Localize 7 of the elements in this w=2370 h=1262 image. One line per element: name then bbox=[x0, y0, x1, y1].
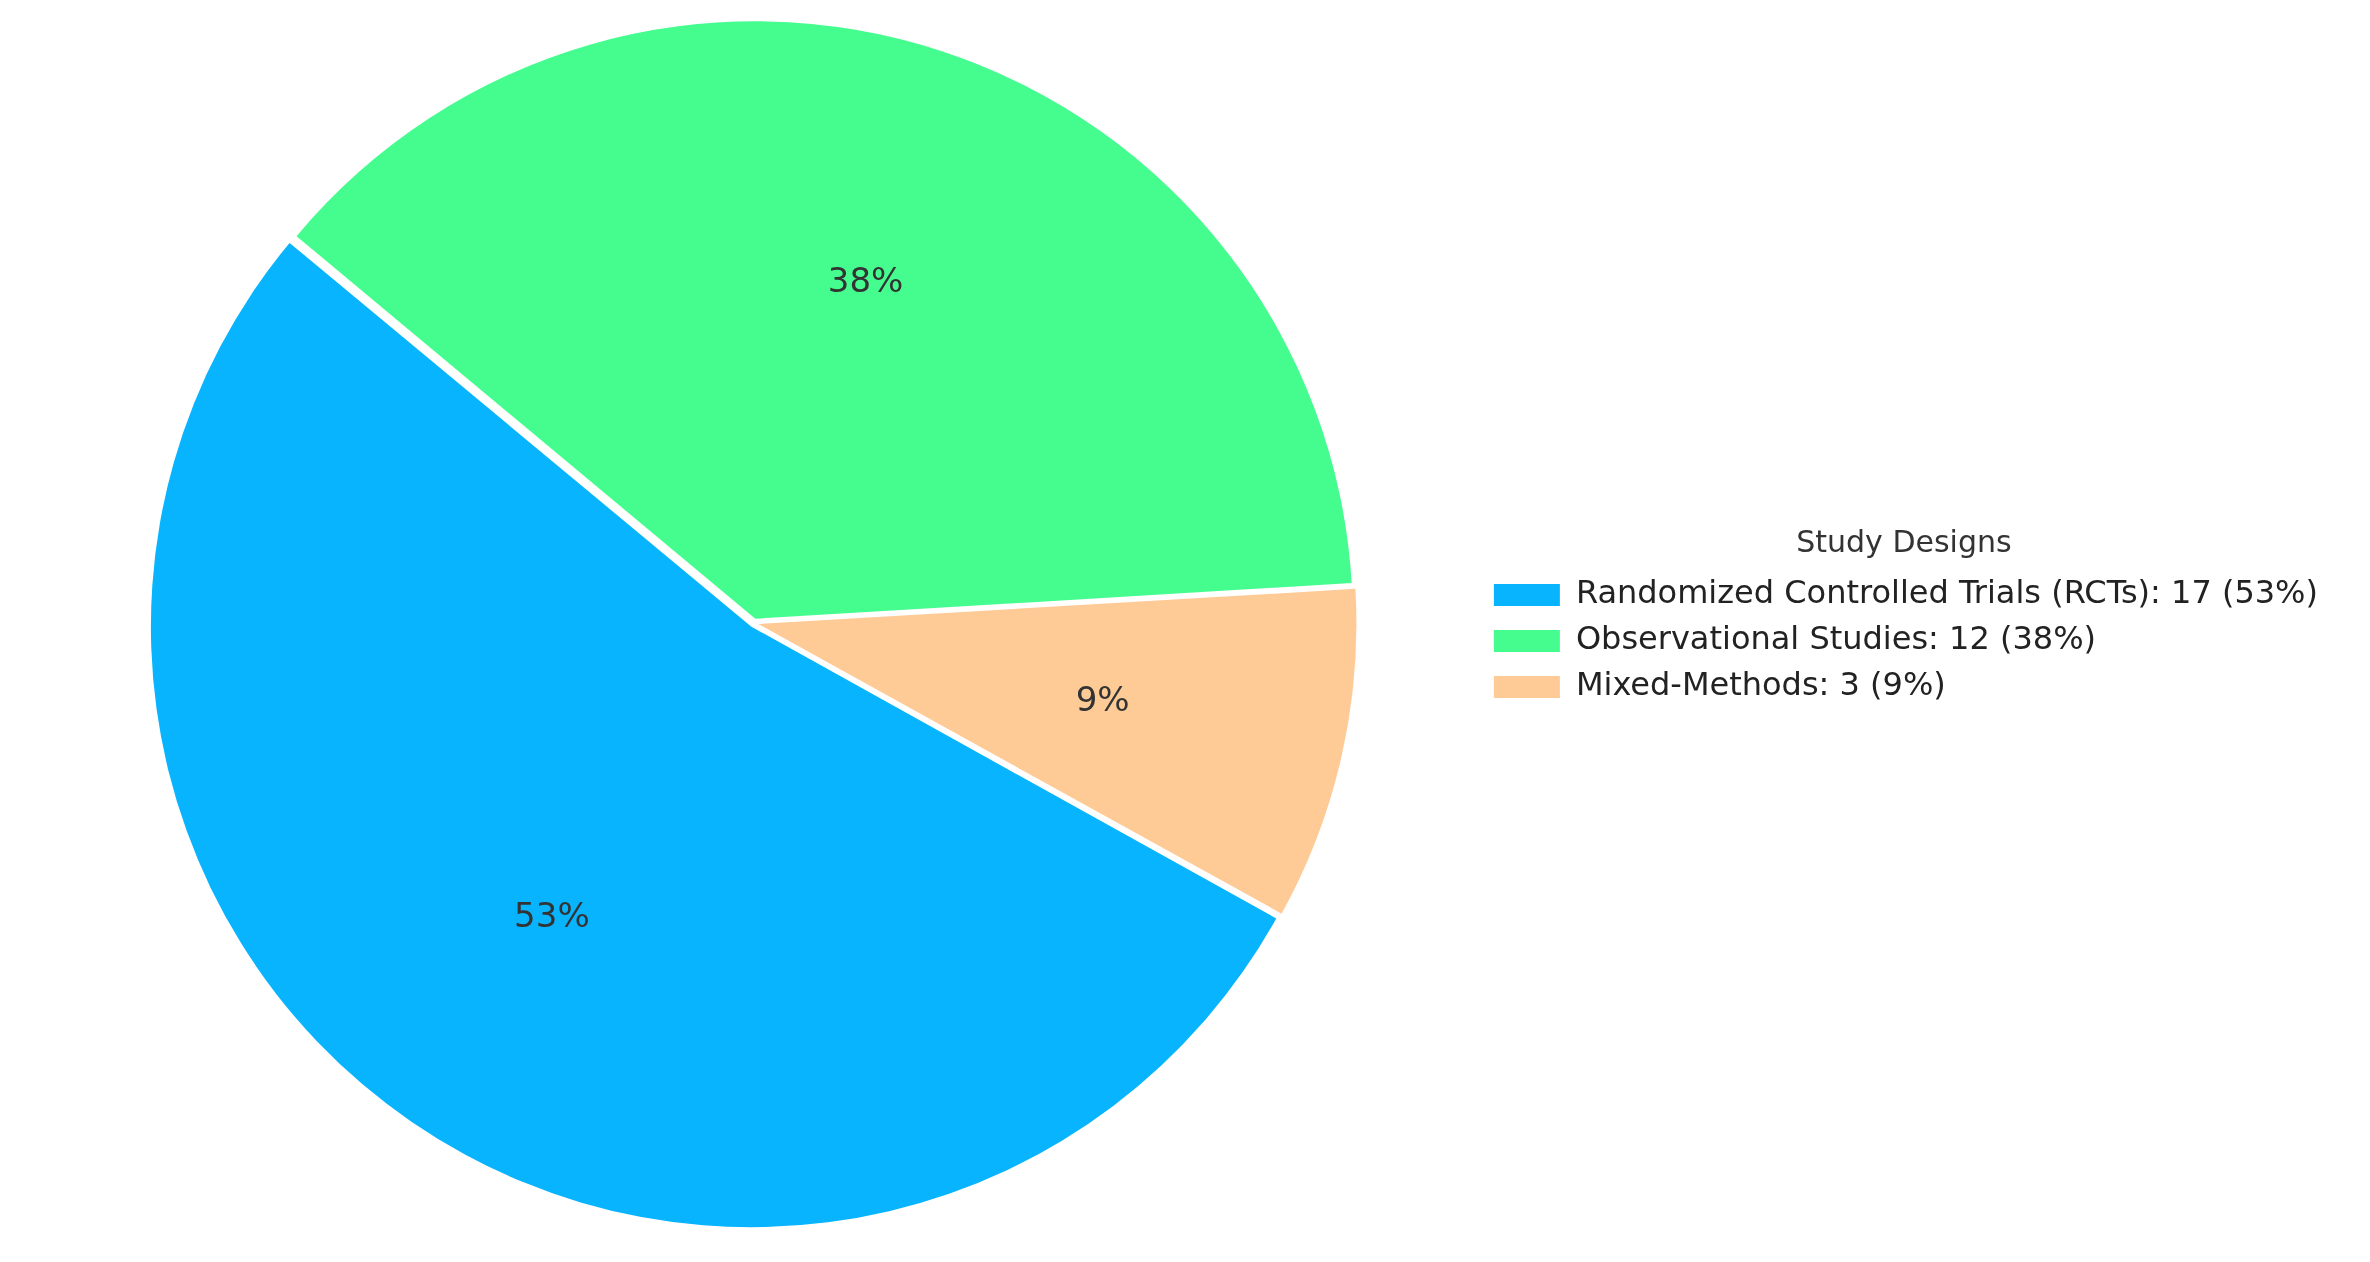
legend-label: Randomized Controlled Trials (RCTs): 17 (53%) bbox=[1575, 573, 2318, 612]
legend-label: Observational Studies: 12 (38%) bbox=[1575, 619, 2097, 658]
legend-title: Study Designs bbox=[1796, 523, 2012, 559]
data-label: 38% bbox=[827, 260, 904, 301]
legend-label: Mixed-Methods: 3 (9%) bbox=[1575, 665, 1946, 704]
data-label: 53% bbox=[514, 894, 590, 935]
data-label: 9% bbox=[1075, 679, 1130, 720]
